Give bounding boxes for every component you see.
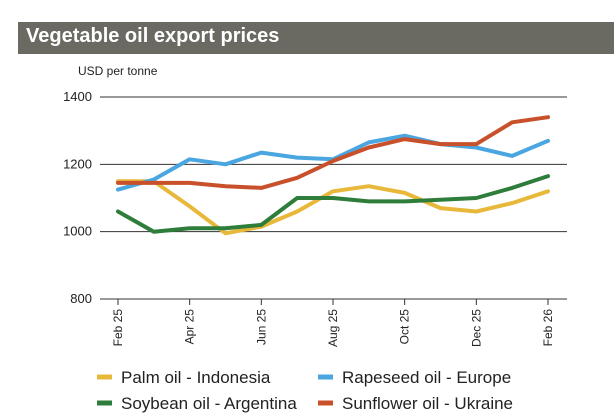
legend: Palm oil - Indonesia Rapeseed oil - Europ… <box>97 368 513 413</box>
x-tick-label: Feb 25 <box>111 309 125 347</box>
x-tick-label: Feb 26 <box>541 309 555 347</box>
legend-label-0: Palm oil - Indonesia <box>121 368 271 387</box>
legend-label-1: Rapeseed oil - Europe <box>342 368 511 387</box>
x-tick-label: Dec 25 <box>469 309 483 347</box>
series-line-2 <box>116 174 550 234</box>
chart-title: Vegetable oil export prices <box>26 25 280 47</box>
y-tick-label-800: 800 <box>70 291 92 306</box>
series-lines <box>116 115 550 236</box>
x-axis: Feb 25 Apr 25 Jun 25 Aug 25 Oct 25 Dec 25 Feb … <box>111 299 555 347</box>
y-tick-label-1200: 1200 <box>63 156 92 171</box>
y-axis-ticks: 800 1000 1200 1400 <box>63 89 92 306</box>
x-tick-label: Oct 25 <box>398 309 412 345</box>
x-tick-label: Apr 25 <box>183 309 197 345</box>
x-tick-label: Jun 25 <box>254 309 268 345</box>
x-tick-label: Aug 25 <box>326 309 340 347</box>
series-line-0 <box>116 179 550 236</box>
y-tick-label-1000: 1000 <box>63 224 92 239</box>
legend-label-2: Soybean oil - Argentina <box>121 394 297 413</box>
legend-label-3: Sunflower oil - Ukraine <box>342 394 513 413</box>
y-tick-label-1400: 1400 <box>63 89 92 104</box>
title-bar: Vegetable oil export prices <box>18 22 614 54</box>
series-line-3 <box>116 115 550 190</box>
unit-label: USD per tonne <box>78 64 158 78</box>
